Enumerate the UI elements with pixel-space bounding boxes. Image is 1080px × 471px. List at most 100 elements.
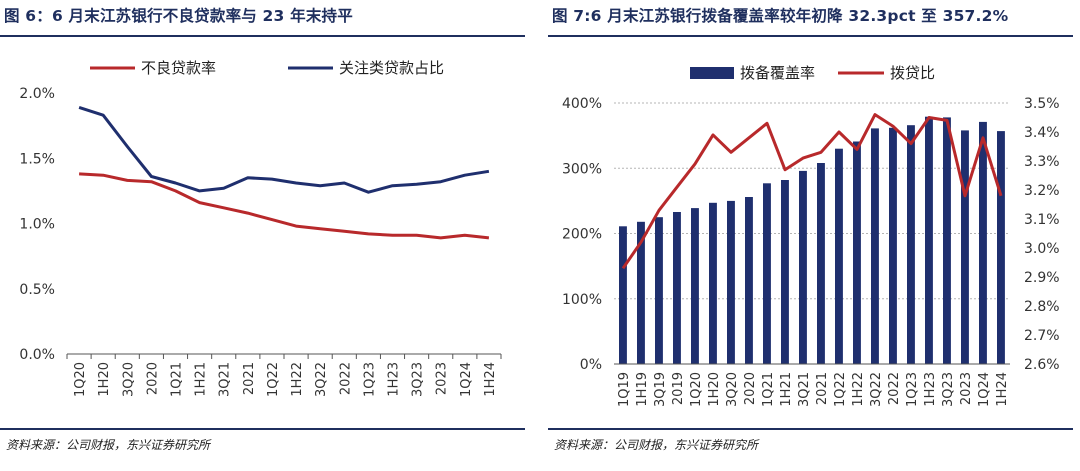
coverage-bar [781, 180, 789, 364]
x-tick-label: 1Q22 [833, 372, 848, 407]
y-right-tick-label: 3.0% [1024, 241, 1060, 257]
coverage-bar [619, 226, 627, 364]
x-tick-label: 2023 [435, 362, 450, 395]
x-tick-label: 1Q23 [362, 362, 377, 397]
x-tick-label: 3Q20 [725, 372, 740, 407]
right-panel: 图 7:6 月末江苏银行拨备覆盖率较年初降 32.3pct 至 357.2% 0… [548, 0, 1078, 471]
x-tick-label: 3Q23 [941, 372, 956, 407]
y-left-tick-label: 400% [562, 96, 602, 112]
coverage-bar [709, 202, 717, 364]
y-right-tick-label: 3.2% [1024, 183, 1060, 199]
x-tick-label: 1Q20 [73, 362, 88, 397]
x-tick-label: 2020 [743, 372, 758, 405]
x-tick-label: 1H21 [194, 362, 209, 397]
y-tick-label: 2.0% [19, 86, 55, 102]
x-tick-label: 1Q24 [977, 372, 992, 407]
coverage-bar [727, 200, 735, 364]
legend-label: 拨备覆盖率 [740, 64, 815, 82]
x-tick-label: 1Q23 [905, 372, 920, 407]
right-title-rule [548, 35, 1073, 37]
left-title-rule [0, 35, 525, 37]
x-tick-label: 1H19 [635, 372, 650, 407]
y-left-tick-label: 300% [562, 161, 602, 177]
coverage-bar [637, 221, 645, 364]
x-tick-label: 3Q21 [797, 372, 812, 407]
x-tick-label: 1Q20 [689, 372, 704, 407]
legend-label: 拨贷比 [890, 64, 935, 82]
x-tick-label: 1Q22 [266, 362, 281, 397]
x-tick-label: 1H21 [779, 372, 794, 407]
y-right-tick-label: 2.6% [1024, 357, 1060, 373]
coverage-bar [961, 130, 969, 364]
y-right-tick-label: 3.5% [1024, 96, 1060, 112]
coverage-bar [673, 212, 681, 364]
x-tick-label: 1H22 [290, 362, 305, 397]
y-tick-label: 1.5% [19, 151, 55, 167]
series-line-loan-provision-ratio [621, 113, 1003, 270]
coverage-bar [817, 163, 825, 364]
x-tick-label: 3Q21 [218, 362, 233, 397]
x-tick-label: 2020 [145, 362, 160, 395]
y-right-tick-label: 3.3% [1024, 154, 1060, 170]
coverage-bar [943, 117, 951, 365]
x-tick-label: 2019 [671, 372, 686, 405]
y-right-tick-label: 3.1% [1024, 212, 1060, 228]
coverage-bar [925, 116, 933, 364]
x-tick-label: 2021 [242, 362, 257, 395]
x-tick-label: 3Q22 [314, 362, 329, 397]
x-tick-label: 1H20 [707, 372, 722, 407]
y-tick-label: 0.5% [19, 282, 55, 298]
y-right-tick-label: 2.9% [1024, 270, 1060, 286]
coverage-bar [997, 131, 1005, 364]
y-left-tick-label: 100% [562, 292, 602, 308]
right-source: 资料来源：公司财报，东兴证券研究所 [554, 438, 759, 452]
x-tick-label: 1Q21 [761, 372, 776, 407]
provision-coverage-chart: 0% 100% 200% 300% 400% 2.6% 2.7% 2.8% 2.9% 3.0% 3.… [562, 64, 1060, 407]
y-left-tick-label: 0% [580, 357, 602, 373]
x-tick-label: 1H24 [995, 372, 1010, 407]
coverage-bar [871, 128, 879, 364]
x-tick-label: 3Q20 [121, 362, 136, 397]
coverage-bar [655, 217, 663, 364]
x-tick-label: 1H24 [483, 362, 498, 397]
y-right-tick-label: 2.7% [1024, 328, 1060, 344]
x-tick-label: 1H23 [923, 372, 938, 407]
right-title: 图 7:6 月末江苏银行拨备覆盖率较年初降 32.3pct 至 357.2% [552, 7, 1009, 25]
coverage-bar [853, 141, 861, 364]
x-tick-label: 1Q21 [170, 362, 185, 397]
y-left-tick-label: 200% [562, 227, 602, 243]
x-tick-label: 1Q19 [617, 372, 632, 407]
coverage-bar [745, 197, 753, 364]
legend-swatch-bar [690, 67, 734, 79]
right-footer-rule [548, 428, 1073, 430]
y-tick-label: 1.0% [19, 217, 55, 233]
x-tick-label: 3Q19 [653, 372, 668, 407]
coverage-bar [907, 125, 915, 364]
left-source: 资料来源：公司财报，东兴证券研究所 [6, 438, 211, 452]
x-tick-label: 2022 [338, 362, 353, 395]
left-footer-rule [0, 428, 525, 430]
x-tick-label: 1H22 [851, 372, 866, 407]
legend-label: 关注类贷款占比 [339, 59, 444, 77]
coverage-bar [763, 183, 771, 364]
series-line-npl-ratio [79, 172, 490, 240]
x-tick-label: 2023 [959, 372, 974, 405]
coverage-bar [835, 148, 843, 364]
coverage-bar [889, 127, 897, 364]
x-tick-label: 1H20 [97, 362, 112, 397]
x-tick-label: 3Q22 [869, 372, 884, 407]
coverage-bar [691, 208, 699, 364]
y-tick-label: 0.0% [19, 347, 55, 363]
x-tick-label: 1Q24 [459, 362, 474, 397]
y-right-tick-label: 2.8% [1024, 299, 1060, 315]
coverage-bar [799, 170, 807, 364]
x-tick-label: 2021 [815, 372, 830, 405]
legend-label: 不良贷款率 [141, 59, 216, 77]
x-tick-label: 3Q23 [411, 362, 426, 397]
coverage-bar [979, 121, 987, 365]
left-title: 图 6：6 月末江苏银行不良贷款率与 23 年末持平 [4, 7, 353, 25]
left-panel: 图 6：6 月末江苏银行不良贷款率与 23 年末持平 0.0% 0.5% 1.0% 1… [0, 0, 530, 471]
x-tick-label: 2022 [887, 372, 902, 405]
npl-line-chart: 0.0% 0.5% 1.0% 1.5% 2.0% 1Q20 1H20 3Q20 2020 1Q21… [19, 59, 502, 397]
y-right-tick-label: 3.4% [1024, 125, 1060, 141]
